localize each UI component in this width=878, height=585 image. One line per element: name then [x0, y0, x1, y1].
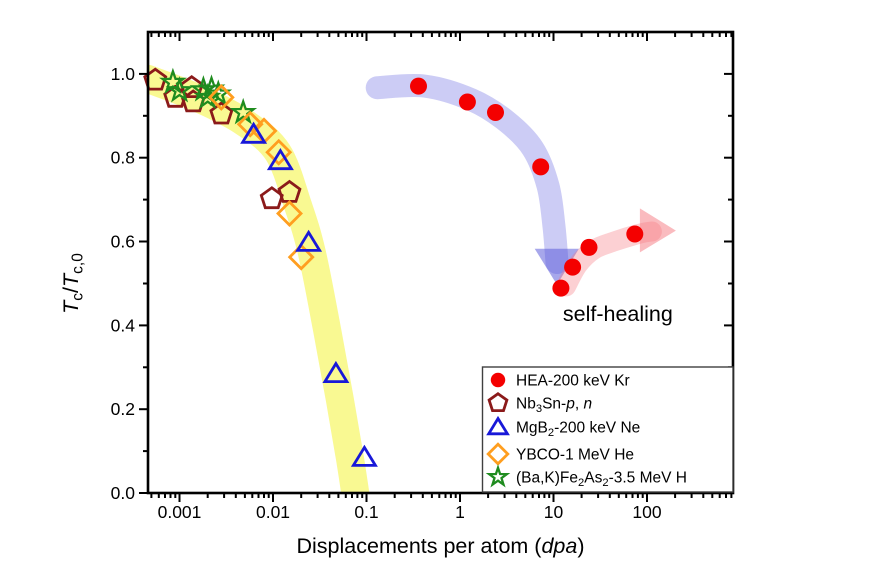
y-tick-label: 0.2	[111, 399, 135, 419]
data-point	[532, 158, 550, 176]
x-tick-label: 1	[455, 502, 465, 522]
data-point	[265, 138, 293, 166]
data-point	[209, 101, 234, 125]
data-point	[236, 110, 264, 138]
pink-trend-band-arrowhead-icon	[639, 208, 676, 253]
legend-marker-star-icon	[485, 464, 511, 488]
data-point	[207, 83, 235, 111]
x-axis: 0.001 0.01 0.1 1 10 100	[150, 32, 733, 522]
legend-entry: Nb3Sn-p, n	[487, 391, 592, 415]
annotation-self-healing: self-healing	[563, 302, 673, 326]
x-tick-label: 10	[544, 502, 564, 522]
data-point	[240, 121, 268, 144]
legend-entry: (Ba,K)Fe2As2-3.5 MeV H	[485, 464, 687, 489]
x-axis-title: Displacements per atom (dpa)	[297, 534, 585, 558]
x-tick-label: 100	[632, 502, 661, 522]
legend-label: MgB2-200 keV Ne	[516, 420, 640, 439]
blue-trend-band	[365, 73, 579, 285]
blue-trend-band-arrowhead-icon	[534, 248, 579, 285]
legend-box	[481, 366, 734, 493]
data-point	[410, 77, 427, 95]
y-tick-label: 0.8	[111, 148, 135, 168]
series-star-points	[159, 67, 258, 125]
data-point	[143, 67, 168, 91]
legend: HEA-200 keV Kr Nb3Sn-p, n MgB2-200 keV Ne Y…	[481, 366, 734, 493]
y-tick-label: 1.0	[111, 64, 136, 84]
data-point	[295, 229, 323, 252]
series-circle-points	[410, 77, 644, 297]
legend-entry: YBCO-1 MeV He	[486, 442, 634, 466]
legend-label: (Ba,K)Fe2As2-3.5 MeV H	[516, 470, 687, 489]
data-point	[266, 148, 294, 171]
y-tick-label: 0.0	[111, 483, 136, 503]
data-point	[552, 279, 570, 297]
data-point	[276, 200, 303, 227]
legend-entry: MgB2-200 keV Ne	[486, 415, 640, 439]
data-point	[179, 74, 204, 98]
data-point	[626, 225, 644, 243]
yellow-trend-band-path	[148, 64, 370, 493]
legend-marker-diamond-icon	[486, 442, 510, 466]
y-tick-label: 0.6	[111, 232, 135, 252]
plot-frame	[146, 30, 735, 495]
data-point	[350, 444, 378, 467]
legend-marker-triangle-icon	[486, 415, 510, 436]
legend-label: HEA-200 keV Kr	[516, 373, 630, 390]
legend-marker-pentagon-icon	[487, 391, 509, 413]
data-point	[165, 76, 194, 103]
legend-marker-circle-icon	[490, 372, 506, 388]
y-axis-title: Tc/Tc,0	[59, 253, 87, 314]
data-point	[322, 360, 350, 384]
data-point	[564, 258, 582, 276]
data-point	[458, 93, 476, 111]
data-point	[193, 82, 222, 110]
series-diamond-points	[207, 83, 315, 271]
yellow-trend-band	[148, 64, 370, 493]
legend-entry: HEA-200 keV Kr	[490, 372, 630, 390]
data-point	[229, 97, 258, 125]
x-tick-label: 0.001	[158, 502, 202, 522]
data-point	[287, 243, 315, 271]
legend-label: Nb3Sn-p, n	[516, 396, 592, 415]
x-tick-label: 0.01	[256, 502, 290, 522]
legend-label: YBCO-1 MeV He	[516, 447, 634, 464]
x-tick-label: 0.1	[354, 502, 378, 522]
blue-trend-band-path	[365, 73, 569, 274]
series-triangle-points	[240, 121, 378, 467]
data-point	[487, 104, 504, 121]
y-tick-label: 0.4	[111, 315, 136, 335]
data-point	[580, 238, 598, 256]
